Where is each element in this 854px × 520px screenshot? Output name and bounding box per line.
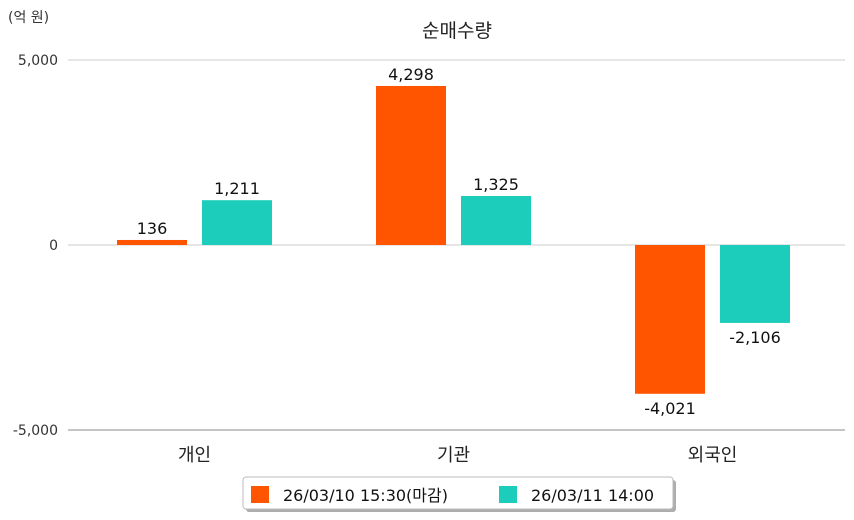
legend-label-series-2: 26/03/11 14:00	[531, 486, 654, 505]
x-tick-label: 기관	[437, 445, 470, 466]
data-label: 1,211	[214, 179, 260, 198]
y-tick-label: 5,000	[18, 53, 58, 69]
bar	[202, 200, 272, 245]
x-tick-label: 외국인	[688, 445, 738, 466]
bar	[720, 245, 790, 323]
unit-label: (억 원)	[8, 10, 49, 26]
chart-title: 순매수량	[422, 20, 492, 42]
y-tick-label: -5,000	[13, 423, 58, 439]
x-tick-label: 개인	[178, 445, 211, 466]
bar	[117, 239, 187, 245]
bar	[635, 245, 705, 394]
legend: 26/03/10 15:30(마감) 26/03/11 14:00	[242, 476, 676, 512]
legend-label-series-1: 26/03/10 15:30(마감)	[283, 486, 448, 505]
legend-swatch-series-1	[251, 486, 269, 503]
data-label: -2,106	[729, 328, 781, 347]
data-label: 1,325	[473, 175, 519, 194]
y-tick-label: 0	[49, 238, 58, 254]
legend-swatch-series-2	[499, 486, 517, 503]
data-label: -4,021	[644, 399, 696, 418]
data-label: 4,298	[388, 65, 434, 84]
data-label: 136	[137, 219, 168, 238]
bar	[461, 195, 531, 245]
bar	[376, 85, 446, 245]
